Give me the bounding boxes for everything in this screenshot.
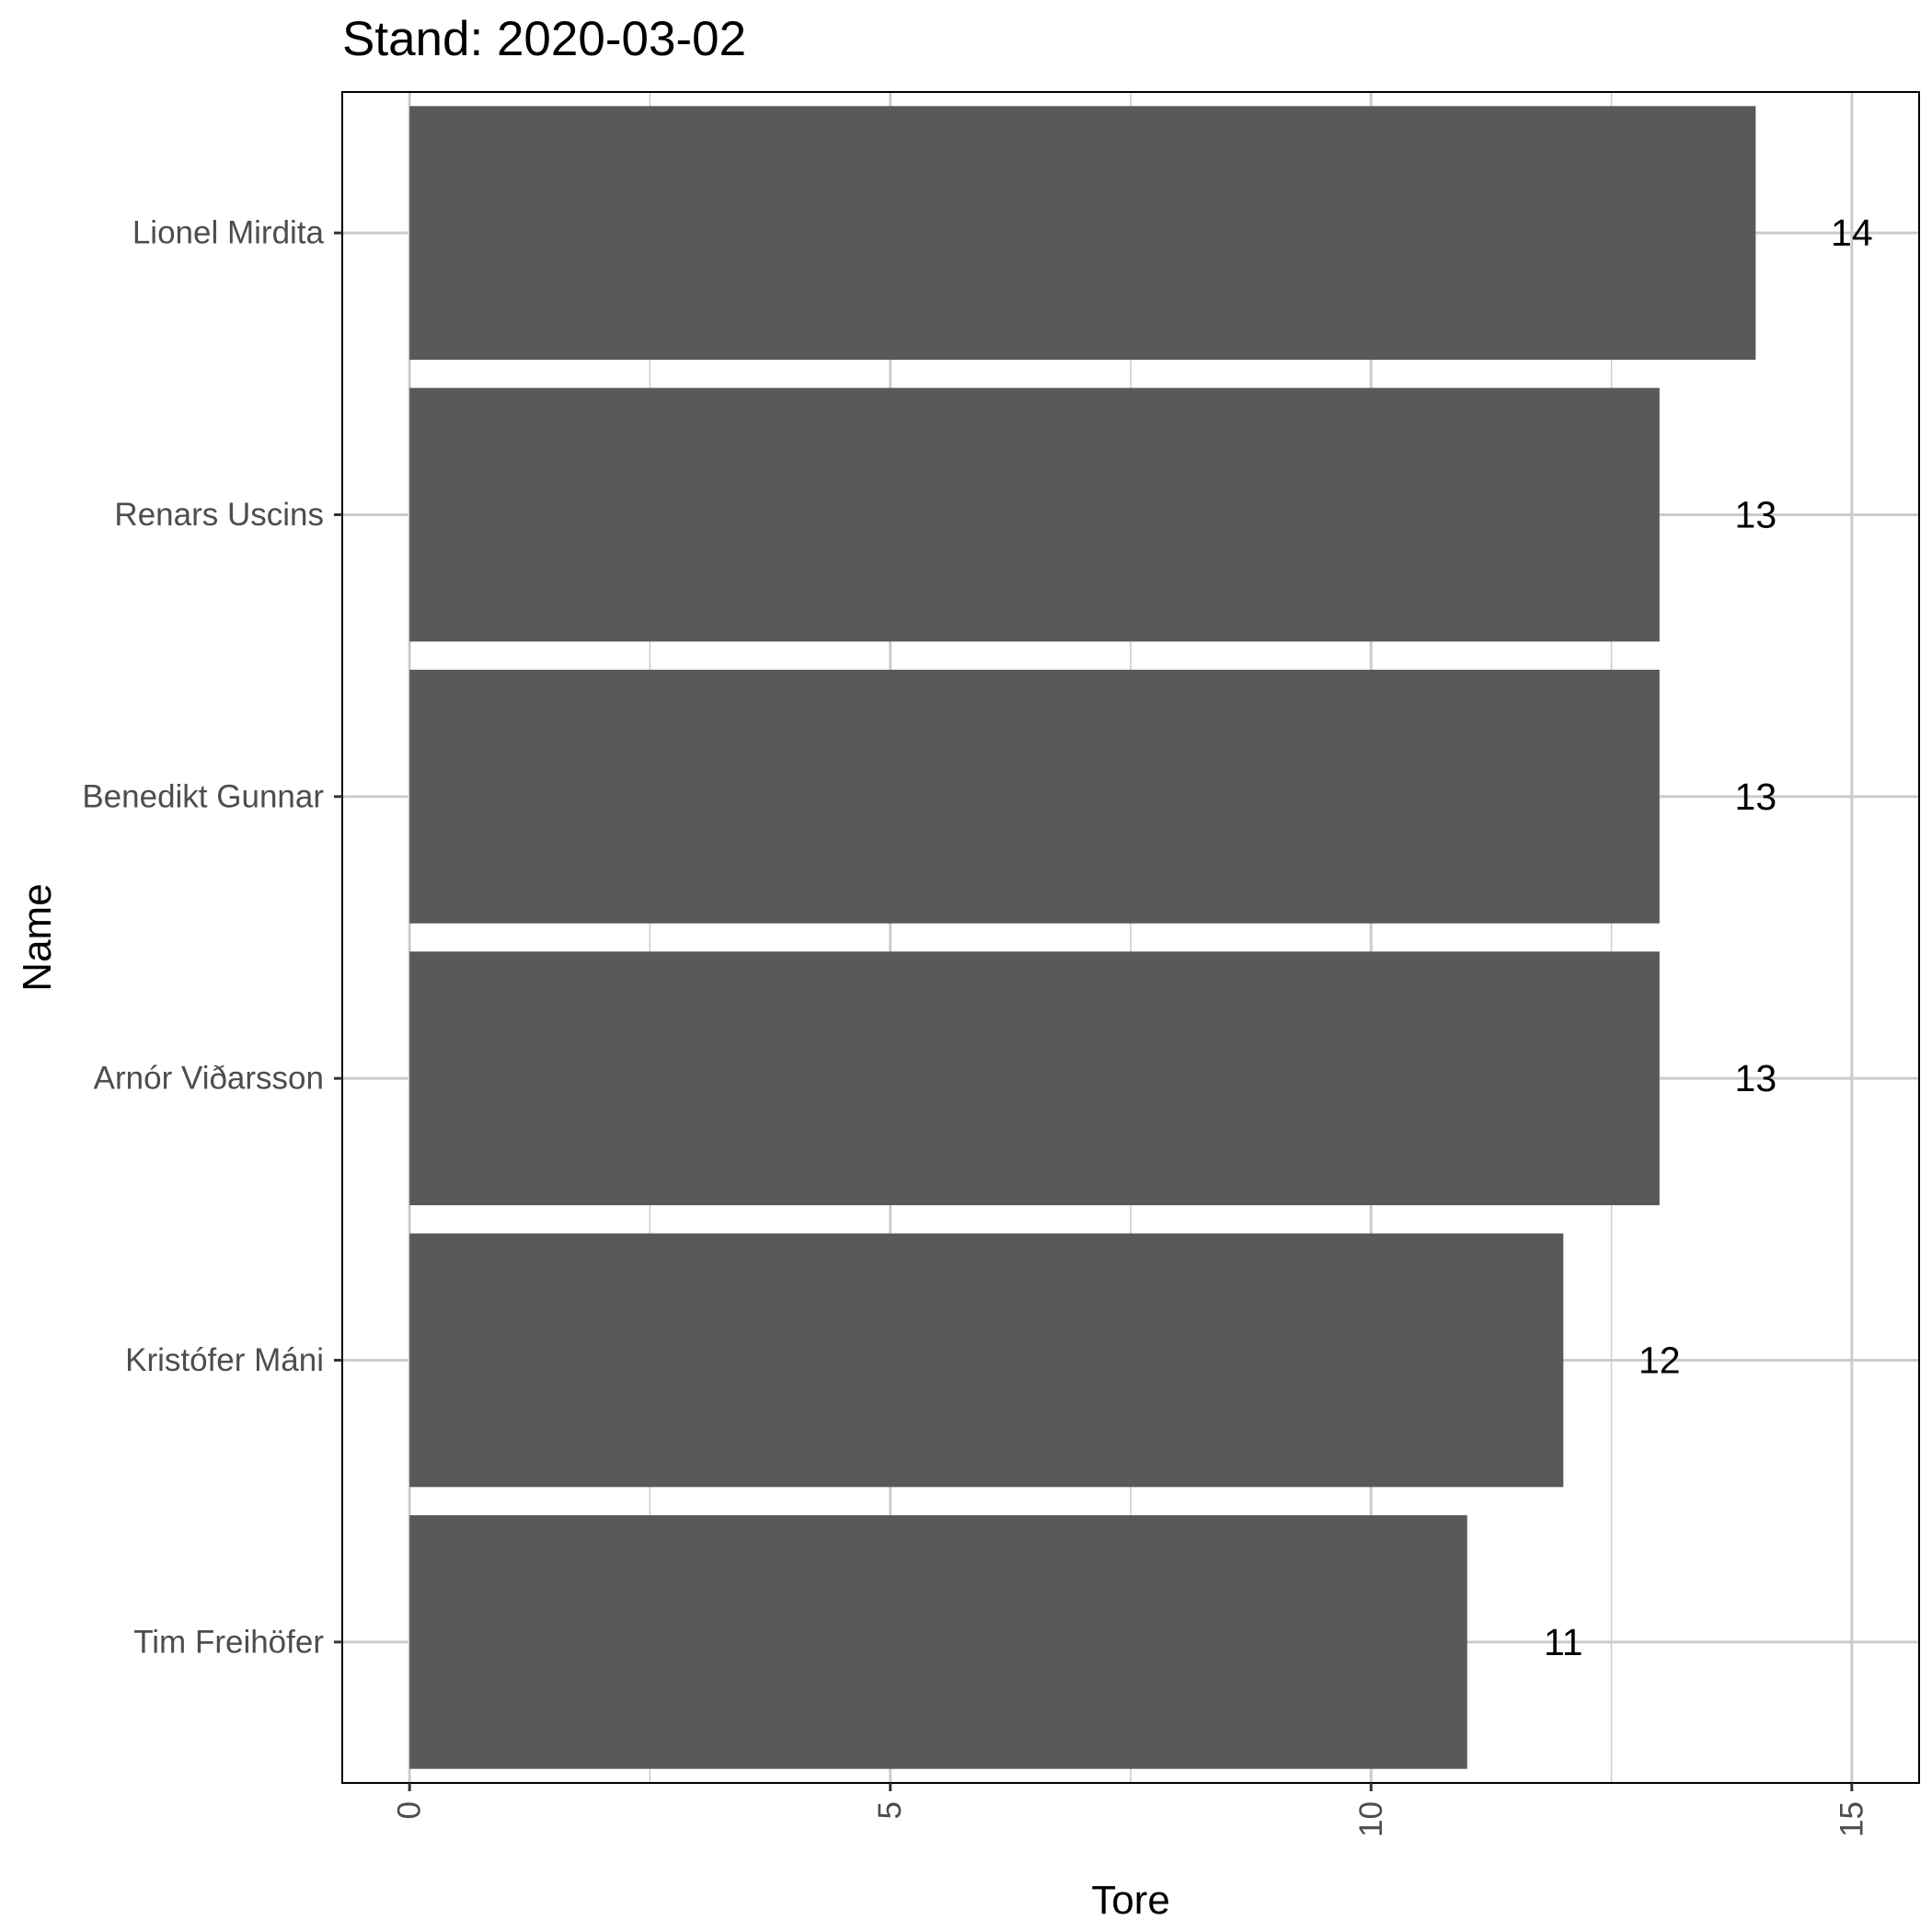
bar <box>409 387 1660 642</box>
bar <box>409 1514 1467 1769</box>
y-axis-title: Name <box>15 883 60 991</box>
y-tick-label: Tim Freihöfer <box>133 1624 324 1660</box>
data-label: 14 <box>1831 212 1873 254</box>
data-label: 11 <box>1544 1621 1583 1663</box>
bar <box>409 1233 1564 1488</box>
y-tick-label: Lionel Mirdita <box>132 215 325 251</box>
data-label: 13 <box>1735 776 1777 818</box>
bar <box>409 669 1660 924</box>
x-tick-label: 5 <box>872 1801 908 1819</box>
data-label: 12 <box>1639 1340 1681 1382</box>
y-tick-label: Kristófer Máni <box>125 1342 324 1378</box>
bar <box>409 106 1756 361</box>
data-labels: 14 13 13 13 12 11 <box>1544 212 1873 1663</box>
data-label: 13 <box>1735 1057 1777 1099</box>
chart-title: Stand: 2020-03-02 <box>342 12 746 66</box>
panel-border <box>341 91 1920 1784</box>
y-tick-label: Benedikt Gunnar <box>82 778 324 814</box>
bar <box>409 951 1660 1206</box>
x-tick-label: 0 <box>392 1801 428 1819</box>
y-tick-label: Renars Uscins <box>114 497 324 533</box>
x-axis-title: Tore <box>1091 1878 1170 1923</box>
bars <box>409 106 1756 1769</box>
y-tick-label: Arnór Viðarsson <box>94 1061 324 1097</box>
x-tick-label: 15 <box>1834 1801 1869 1837</box>
data-label: 13 <box>1735 494 1777 536</box>
x-tick-label: 10 <box>1353 1801 1389 1837</box>
y-axis: Lionel Mirdita Renars Uscins Benedikt Gunn… <box>82 215 342 1660</box>
x-axis: 0 5 10 15 <box>392 1783 1869 1837</box>
